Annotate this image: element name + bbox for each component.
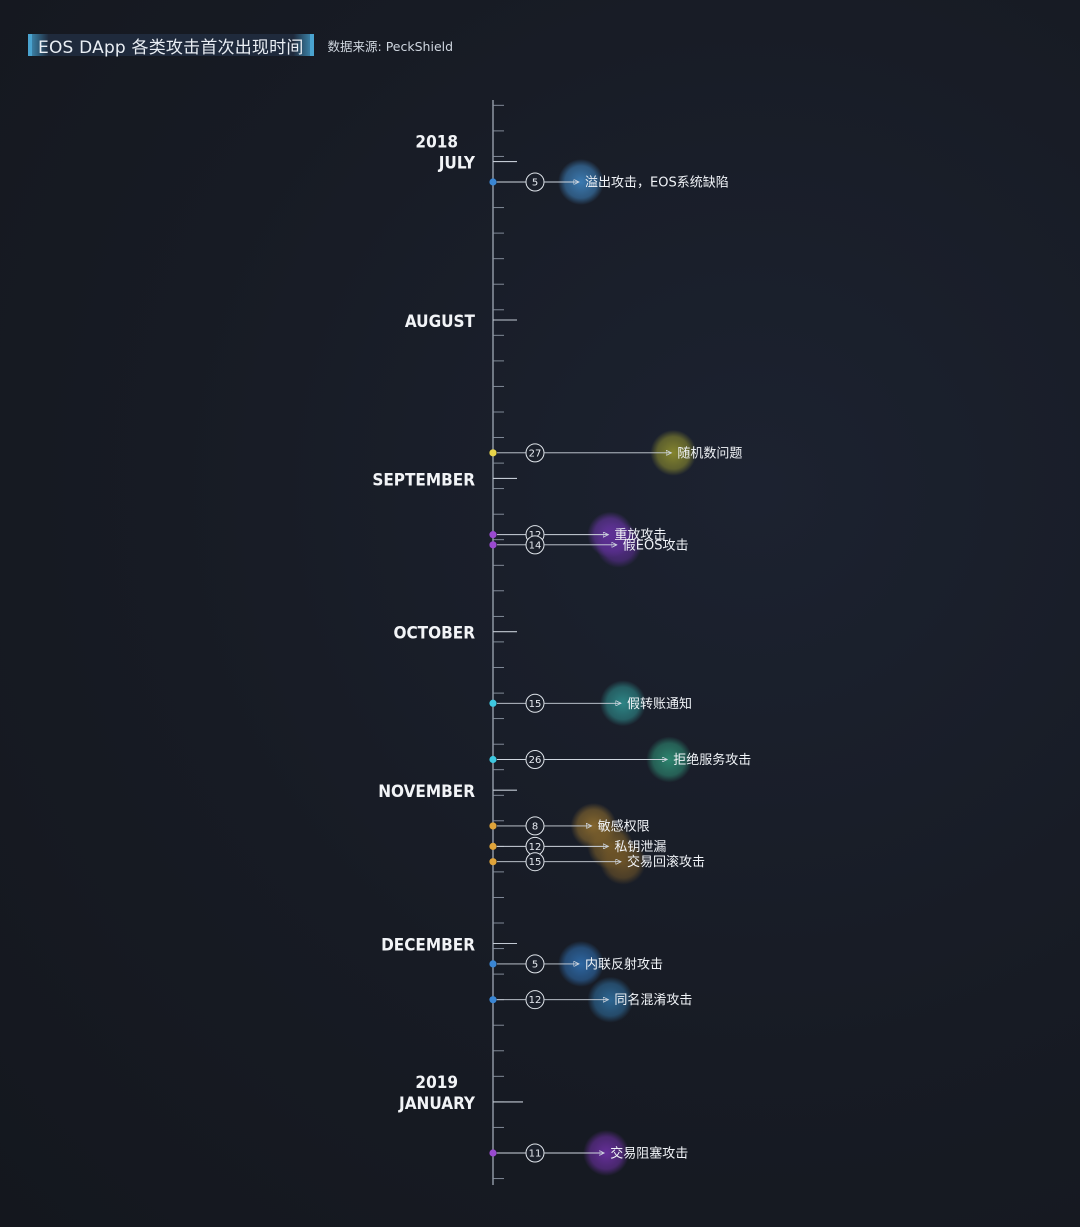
- data-source: 数据来源: PeckShield: [327, 38, 454, 54]
- event-bubble: [600, 838, 646, 885]
- event-bubble-glow: [587, 976, 634, 1023]
- month-label: SEPTEMBER: [372, 470, 475, 490]
- event-label: 同名混淆攻击: [614, 992, 692, 1008]
- event-label: 溢出攻击，EOS系统缺陷: [585, 176, 729, 191]
- event-label: 交易回滚攻击: [627, 854, 705, 870]
- event-day-label: 12: [529, 842, 542, 853]
- event-bubble: [646, 736, 693, 783]
- event-dot: [489, 449, 497, 457]
- event-dot: [489, 822, 497, 830]
- event-bubble-glow: [558, 940, 604, 987]
- event-bubble: [558, 159, 604, 205]
- event-day-label: 14: [529, 540, 542, 551]
- event-day-label: 15: [529, 699, 542, 710]
- month-label: DECEMBER: [381, 936, 475, 956]
- event-day-label: 5: [532, 178, 538, 189]
- event-bubble-glow: [650, 429, 697, 476]
- event-label: 拒绝服务攻击: [673, 752, 751, 768]
- event-dot: [489, 531, 497, 539]
- event-bubble-glow: [646, 736, 693, 783]
- year-label: 2019: [415, 1073, 458, 1093]
- event-day-label: 12: [529, 995, 542, 1006]
- event-label: 假EOS攻击: [623, 538, 689, 553]
- event-dot: [489, 842, 497, 850]
- event-label: 假转账通知: [627, 696, 692, 712]
- event-bubble-glow: [600, 680, 646, 727]
- event-dot: [489, 178, 497, 186]
- event-dot: [489, 858, 497, 866]
- year-label: 2018: [415, 133, 458, 153]
- event-day-label: 11: [529, 1149, 542, 1160]
- event-dot: [489, 1149, 497, 1157]
- event-label: 内联反射攻击: [585, 956, 663, 972]
- month-label: NOVEMBER: [378, 782, 475, 802]
- chart-header: EOS DApp 各类攻击首次出现时间 数据来源: PeckShield: [28, 33, 454, 58]
- event-day-label: 15: [529, 857, 542, 868]
- event-bubble: [600, 680, 646, 727]
- event-bubble: [558, 940, 604, 987]
- month-label: AUGUST: [405, 312, 476, 332]
- event-bubble: [587, 976, 634, 1023]
- event-bubble-glow: [600, 838, 646, 885]
- month-label: JANUARY: [398, 1094, 476, 1114]
- event-dot: [489, 960, 497, 968]
- event-label: 随机数问题: [677, 446, 742, 461]
- event-day-label: 8: [532, 821, 538, 832]
- event-dot: [489, 541, 497, 549]
- event-label: 敏感权限: [598, 818, 650, 834]
- event-label: 重放攻击: [614, 527, 666, 543]
- event-bubble-glow: [558, 159, 604, 205]
- event-bubble: [650, 429, 697, 476]
- month-label: OCTOBER: [393, 624, 475, 644]
- event-bubble-glow: [583, 1130, 630, 1176]
- event-dot: [489, 996, 497, 1004]
- event-bubble: [583, 1130, 630, 1176]
- event-label: 交易阻塞攻击: [610, 1146, 688, 1162]
- event-dot: [489, 699, 497, 707]
- month-label: JULY: [438, 154, 476, 174]
- event-day-label: 5: [532, 959, 538, 970]
- event-dot: [489, 755, 497, 764]
- event-label: 私钥泄漏: [614, 839, 666, 855]
- event-day-label: 27: [529, 448, 542, 459]
- event-day-label: 26: [529, 755, 542, 766]
- chart-title: EOS DApp 各类攻击首次出现时间: [28, 34, 314, 58]
